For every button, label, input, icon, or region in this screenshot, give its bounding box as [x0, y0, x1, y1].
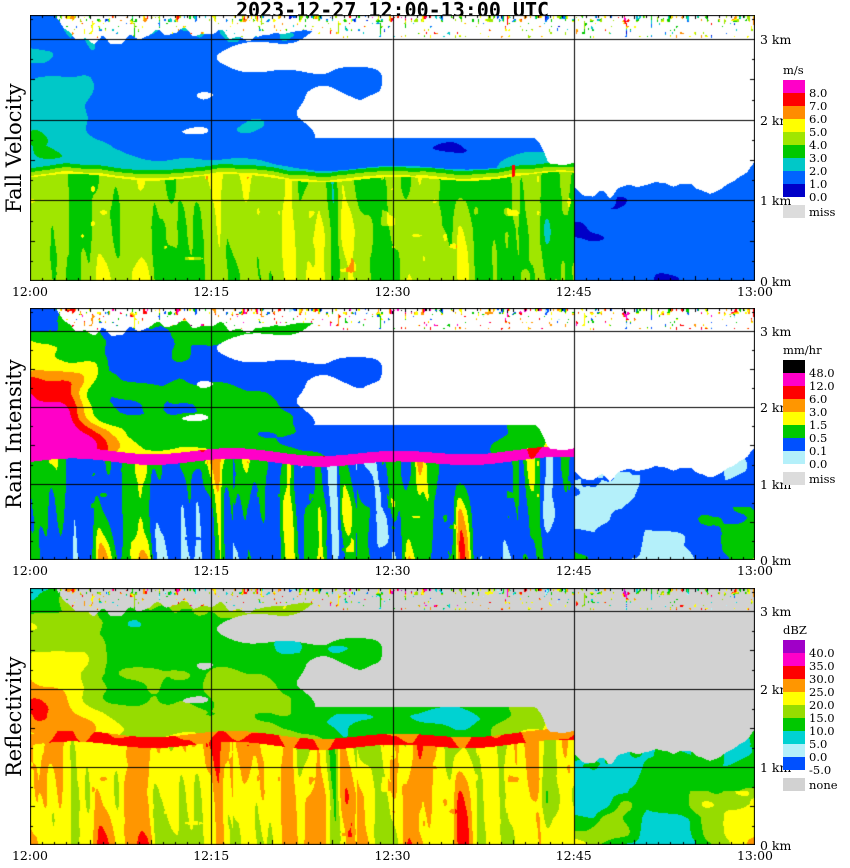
colorbar-tick-label: -5.0: [809, 763, 832, 777]
reflectivity-heatmap: [30, 588, 755, 845]
colorbar-tick-label: 0.1: [809, 444, 828, 458]
y-tick-label: 0 km: [760, 553, 792, 568]
colorbar-tick-label: 30.0: [809, 672, 835, 686]
colorbar-swatch: [783, 184, 805, 197]
x-tick-label: 12:30: [374, 284, 411, 299]
colorbar-swatch: [783, 145, 805, 158]
x-tick-label: 12:30: [374, 563, 411, 578]
colorbar-tick-label: 3.0: [809, 405, 828, 419]
x-tick-label: 12:30: [374, 848, 411, 863]
colorbar-swatch: [783, 412, 805, 425]
colorbar-tick-label: 20.0: [809, 698, 835, 712]
x-tick-label: 12:45: [555, 284, 592, 299]
colorbar-tick-label: 1.0: [809, 177, 828, 191]
colorbar-swatch: [783, 93, 805, 106]
colorbar-tick-label: 0.0: [809, 457, 828, 471]
colorbar-tick-label: 1.5: [809, 418, 828, 432]
colorbar-tick-label: 5.0: [809, 125, 828, 139]
colorbar-swatch: [783, 705, 805, 718]
colorbar-tick-label: 6.0: [809, 392, 828, 406]
colorbar-swatch: [783, 373, 805, 386]
colorbar-swatch: [783, 80, 805, 93]
colorbar-tick-label: 48.0: [809, 366, 835, 380]
colorbar-swatch: [783, 679, 805, 692]
colorbar-tick-label: 4.0: [809, 138, 828, 152]
y-tick-label: 0 km: [760, 274, 792, 289]
colorbar-tick-label: 7.0: [809, 99, 828, 113]
colorbar-unit-label: m/s: [783, 63, 804, 77]
colorbar-tick-label: 8.0: [809, 86, 828, 100]
colorbar-tick-label: 25.0: [809, 685, 835, 699]
colorbar-missing-label: miss: [809, 472, 836, 486]
colorbar-missing-swatch: [783, 472, 805, 485]
colorbar-swatch: [783, 386, 805, 399]
x-tick-label: 12:15: [193, 563, 230, 578]
panel-label-reflectivity: Reflectivity: [2, 656, 26, 777]
x-tick-label: 12:00: [11, 563, 49, 578]
fall-velocity-heatmap: [30, 15, 755, 281]
colorbar-missing-label: miss: [809, 205, 836, 219]
rain-intensity-heatmap: [30, 308, 755, 560]
colorbar-tick-label: 12.0: [809, 379, 835, 393]
colorbar-swatch: [783, 731, 805, 744]
colorbar-swatch: [783, 451, 805, 464]
colorbar-swatch: [783, 425, 805, 438]
colorbar-tick-label: 40.0: [809, 646, 835, 660]
colorbar-tick-label: 15.0: [809, 711, 835, 725]
y-tick-label: 3 km: [760, 604, 792, 620]
colorbar-swatch: [783, 106, 805, 119]
colorbar-swatch: [783, 692, 805, 705]
y-tick-label: 1 km: [760, 193, 792, 209]
x-tick-label: 12:00: [11, 848, 49, 863]
colorbar-swatch: [783, 640, 805, 653]
colorbar-tick-label: 35.0: [809, 659, 835, 673]
colorbar-tick-label: 5.0: [809, 737, 828, 751]
colorbar-unit-label: mm/hr: [783, 343, 822, 357]
colorbar-tick-label: 0.0: [809, 750, 828, 764]
colorbar-tick-label: 0.5: [809, 431, 828, 445]
y-tick-label: 3 km: [760, 32, 792, 48]
colorbar-missing-swatch: [783, 205, 805, 218]
y-tick-label: 3 km: [760, 323, 792, 339]
y-tick-label: 0 km: [760, 838, 792, 853]
x-tick-label: 12:15: [193, 848, 230, 863]
x-tick-label: 13:00: [736, 848, 774, 863]
colorbar-swatch: [783, 399, 805, 412]
x-tick-label: 13:00: [736, 284, 774, 299]
colorbar-tick-label: 6.0: [809, 112, 828, 126]
colorbar-tick-label: 2.0: [809, 164, 828, 178]
colorbar-tick-label: 10.0: [809, 724, 835, 738]
colorbar-swatch: [783, 158, 805, 171]
colorbar-swatch: [783, 718, 805, 731]
colorbar-tick-label: 3.0: [809, 151, 828, 165]
x-tick-label: 12:45: [555, 563, 592, 578]
colorbar-swatch: [783, 119, 805, 132]
x-tick-label: 13:00: [736, 563, 774, 578]
colorbar-swatch: [783, 438, 805, 451]
colorbar-swatch: [783, 132, 805, 145]
colorbar-swatch: [783, 666, 805, 679]
colorbar-swatch: [783, 744, 805, 757]
colorbar-swatch: [783, 653, 805, 666]
colorbar-missing-swatch: [783, 778, 805, 791]
colorbar-swatch: [783, 360, 805, 373]
panel-label-fall-velocity: Fall Velocity: [2, 83, 26, 213]
colorbar-missing-label: none: [809, 778, 838, 792]
colorbar-swatch: [783, 757, 805, 770]
colorbar-unit-label: dBZ: [783, 623, 807, 637]
x-tick-label: 12:00: [11, 284, 49, 299]
x-tick-label: 12:45: [555, 848, 592, 863]
colorbar-swatch: [783, 171, 805, 184]
x-tick-label: 12:15: [193, 284, 230, 299]
panel-label-rain-intensity: Rain Intensity: [2, 359, 26, 509]
colorbar-tick-label: 0.0: [809, 190, 828, 204]
